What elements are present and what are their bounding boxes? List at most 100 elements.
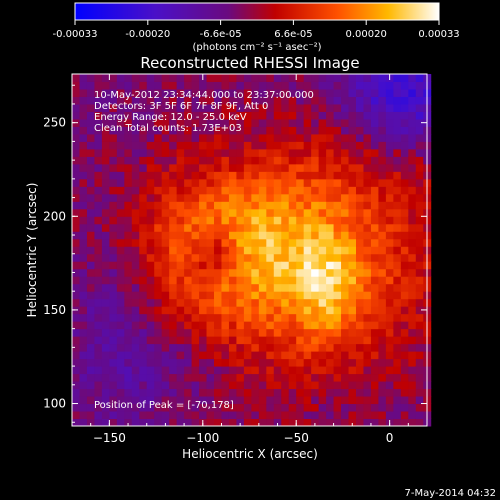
- heatmap-cell: [356, 111, 364, 120]
- heatmap-cell: [251, 298, 260, 307]
- heatmap-cell: [400, 238, 409, 247]
- heatmap-cell: [161, 156, 170, 165]
- heatmap-cell: [169, 366, 178, 375]
- heatmap-cell: [378, 223, 387, 232]
- heatmap-cell: [206, 231, 215, 240]
- heatmap-cell: [370, 126, 379, 135]
- heatmap-cell: [72, 366, 80, 375]
- heatmap-cell: [341, 381, 350, 390]
- heatmap-cell: [79, 216, 88, 225]
- heatmap-cell: [281, 81, 290, 90]
- heatmap-cell: [176, 418, 185, 427]
- heatmap-cell: [72, 163, 80, 172]
- heatmap-cell: [146, 396, 155, 405]
- heatmap-cell: [154, 321, 163, 330]
- heatmap-cell: [385, 133, 394, 142]
- heatmap-cell: [161, 336, 170, 345]
- heatmap-cell: [408, 411, 417, 420]
- heatmap-cell: [228, 156, 237, 165]
- heatmap-cell: [318, 396, 327, 405]
- heatmap-cell: [348, 373, 357, 382]
- x-tick-label: −150: [93, 431, 126, 445]
- heatmap-cell: [408, 141, 417, 150]
- heatmap-cell: [131, 366, 140, 375]
- heatmap-cell: [281, 276, 290, 285]
- heatmap-cell: [169, 276, 178, 285]
- heatmap-cell: [94, 231, 103, 240]
- heatmap-cell: [400, 268, 409, 277]
- heatmap-cell: [184, 381, 193, 390]
- heatmap-cell: [86, 201, 95, 210]
- heatmap-cell: [131, 103, 140, 112]
- heatmap-cell: [86, 156, 95, 165]
- heatmap-cell: [393, 163, 402, 172]
- heatmap-cell: [116, 306, 125, 315]
- heatmap-cell: [124, 126, 133, 135]
- heatmap-cell: [228, 291, 237, 300]
- heatmap-cell: [191, 118, 200, 127]
- heatmap-cell: [296, 418, 305, 427]
- heatmap-cell: [72, 171, 80, 180]
- heatmap-cell: [356, 88, 364, 97]
- heatmap-cell: [94, 283, 103, 292]
- heatmap-cell: [326, 298, 335, 307]
- heatmap-cell: [326, 291, 335, 300]
- heatmap-cell: [236, 366, 245, 375]
- heatmap-cell: [378, 343, 387, 352]
- heatmap-cell: [393, 381, 402, 390]
- heatmap-cell: [79, 298, 88, 307]
- heatmap-cell: [408, 231, 417, 240]
- heatmap-cell: [191, 268, 200, 277]
- heatmap-cell: [273, 178, 282, 187]
- heatmap-cell: [139, 193, 148, 202]
- heatmap-cell: [146, 261, 155, 270]
- heatmap-cell: [281, 343, 290, 352]
- heatmap-cell: [109, 246, 118, 255]
- heatmap-cell: [221, 253, 230, 262]
- heatmap-cell: [370, 74, 379, 82]
- heatmap-cell: [116, 148, 125, 157]
- heatmap-cell: [393, 74, 402, 82]
- heatmap-cell: [318, 253, 327, 262]
- heatmap-cell: [415, 201, 424, 210]
- heatmap-cell: [326, 201, 335, 210]
- heatmap-cell: [258, 81, 267, 90]
- heatmap-cell: [79, 253, 88, 262]
- heatmap-cell: [146, 148, 155, 157]
- heatmap-cell: [326, 351, 335, 360]
- heatmap-cell: [169, 283, 178, 292]
- heatmap-cell: [333, 111, 342, 120]
- heatmap-cell: [393, 396, 402, 405]
- heatmap-cell: [415, 231, 424, 240]
- heatmap-cell: [236, 298, 245, 307]
- heatmap-cell: [131, 111, 140, 120]
- heatmap-cell: [79, 163, 88, 172]
- heatmap-cell: [400, 81, 409, 90]
- heatmap-cell: [154, 223, 163, 232]
- heatmap-cell: [109, 118, 118, 127]
- heatmap-cell: [408, 111, 417, 120]
- heatmap-cell: [116, 163, 125, 172]
- heatmap-cell: [199, 216, 208, 225]
- heatmap-cell: [281, 111, 290, 120]
- heatmap-cell: [228, 253, 237, 262]
- heatmap-cell: [109, 276, 118, 285]
- heatmap-cell: [393, 148, 402, 157]
- heatmap-cell: [139, 253, 148, 262]
- heatmap-cell: [139, 186, 148, 195]
- heatmap-cell: [199, 268, 208, 277]
- heatmap-cell: [273, 313, 282, 322]
- heatmap-cell: [318, 313, 327, 322]
- heatmap-cell: [79, 208, 88, 217]
- heatmap-cell: [169, 321, 178, 330]
- heatmap-cell: [266, 351, 275, 360]
- heatmap-cell: [341, 343, 350, 352]
- heatmap-cell: [124, 96, 133, 105]
- heatmap-cell: [221, 148, 230, 157]
- heatmap-cell: [326, 336, 335, 345]
- heatmap-cell: [378, 156, 387, 165]
- heatmap-cell: [266, 358, 275, 367]
- heatmap-cell: [199, 411, 208, 420]
- heatmap-cell: [109, 403, 118, 412]
- heatmap-cell: [385, 276, 394, 285]
